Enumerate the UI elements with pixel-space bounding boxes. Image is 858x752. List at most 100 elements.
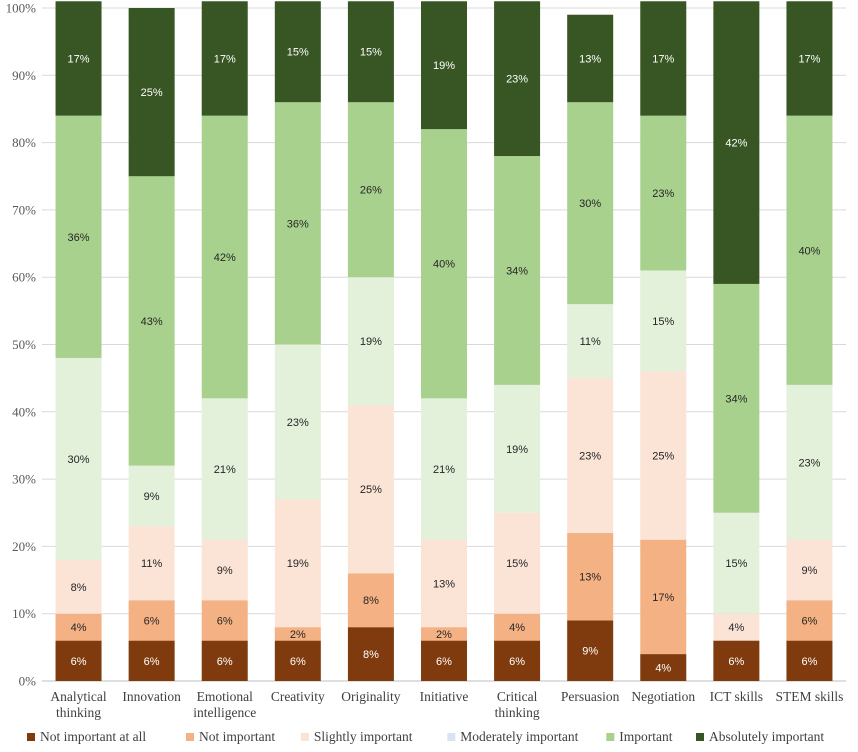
data-label: 42% [725, 138, 747, 150]
bar-segment [201, 398, 248, 540]
legend-swatch [186, 733, 194, 741]
data-label: 8% [363, 649, 379, 661]
bar-segment [274, 499, 321, 628]
data-label: 2% [436, 629, 452, 641]
data-label: 23% [287, 417, 309, 429]
data-label: 9% [582, 646, 598, 658]
data-label: 4% [728, 622, 744, 634]
bar-segment [567, 304, 614, 379]
y-tick-label: 50% [12, 337, 36, 352]
data-label: 15% [287, 47, 309, 59]
data-label: 6% [802, 656, 818, 668]
bar-segment [786, 115, 833, 385]
bar-segment [347, 573, 394, 628]
data-label: 19% [360, 336, 382, 348]
x-tick-label-line: Emotional [197, 689, 253, 704]
legend-entry-label: Slightly important [314, 729, 413, 744]
bar-segment [713, 613, 760, 641]
bar-segment [347, 102, 394, 278]
data-label: 11% [580, 336, 601, 348]
data-label: 9% [802, 565, 818, 577]
y-tick-label: 10% [12, 606, 36, 621]
data-label: 8% [363, 595, 379, 607]
data-label: 25% [360, 484, 382, 496]
legend-swatch [27, 733, 35, 741]
data-label: 6% [802, 615, 818, 627]
data-label: 13% [579, 53, 601, 65]
bar-segment [640, 371, 687, 540]
x-tick-label-line: Creativity [271, 689, 325, 704]
data-label: 6% [509, 656, 525, 668]
bar-segment [421, 627, 467, 641]
bar-segment [201, 640, 248, 681]
x-tick-label-line: Initiative [420, 689, 469, 704]
data-label: 21% [433, 464, 455, 476]
data-label: 23% [579, 451, 601, 463]
bar-segment [786, 384, 833, 540]
bar-segment [421, 539, 467, 628]
data-label: 15% [652, 316, 674, 328]
bar-segment [201, 1, 248, 116]
y-axis: 0% 10% 20% 30% 40% 50% 60% 70% 80% 90% 100% [6, 1, 37, 689]
legend-swatch [606, 733, 615, 741]
bar-segment [55, 1, 102, 116]
x-tick-label-line: Innovation [122, 689, 181, 704]
data-label: 25% [141, 87, 163, 99]
bar-segment [128, 176, 175, 466]
data-label: 15% [506, 558, 528, 570]
legend-swatch [696, 733, 704, 741]
x-tick-label-line: Critical [497, 689, 538, 704]
data-label: 6% [144, 615, 160, 627]
data-label: 19% [433, 60, 455, 72]
legend-entry-label: Absolutely important [709, 729, 824, 744]
y-tick-label: 100% [6, 1, 37, 16]
data-label: 17% [214, 53, 236, 65]
x-tick-label-line: Originality [341, 689, 400, 704]
bar-segment [347, 405, 394, 574]
bar-segment [128, 526, 175, 601]
x-tick-label-line: Analytical [50, 689, 106, 704]
bar-segment [494, 640, 541, 681]
data-label: 6% [217, 615, 233, 627]
bar-segment [786, 640, 833, 681]
bar-segment [347, 627, 394, 681]
bar-segment [128, 465, 175, 527]
bar-segment [55, 613, 102, 641]
y-tick-label: 90% [12, 68, 36, 83]
bar-segment [567, 378, 614, 533]
bar-segment [640, 654, 687, 681]
data-label: 9% [217, 565, 233, 577]
legend: Not important at all Not important Slightl… [27, 729, 824, 744]
data-label: 40% [798, 245, 820, 257]
data-label: 11% [141, 558, 162, 570]
data-label: 23% [652, 188, 674, 200]
data-label: 23% [506, 74, 528, 86]
data-label: 2% [290, 629, 306, 641]
bar-segment [640, 270, 687, 372]
bar-segment [713, 512, 760, 614]
data-label: 6% [217, 656, 233, 668]
bar-segment [128, 600, 175, 641]
bar-segment [347, 1, 394, 103]
x-tick-label: Analytical thinking [50, 689, 106, 720]
data-label: 19% [287, 558, 309, 570]
legend-swatch [300, 733, 309, 741]
bar-segment [274, 344, 321, 500]
data-label: 42% [214, 252, 236, 264]
data-label: 36% [287, 218, 309, 230]
bars: 6% 4% 8% 30% 36% 17% 6% 6% 11% 9% 43% 25% 6% 6% 9% 21% 4… [55, 1, 833, 681]
data-label: 26% [360, 185, 382, 197]
data-label: 4% [509, 622, 525, 634]
data-label: 6% [144, 656, 160, 668]
bar-segment [128, 8, 175, 177]
bar-segment [128, 640, 175, 681]
x-tick-label-line: STEM skills [776, 689, 844, 704]
data-label: 21% [214, 464, 236, 476]
x-tick-label: ICT skills [710, 689, 763, 704]
x-tick-label: Initiative [420, 689, 469, 704]
bar-segment [274, 102, 321, 345]
x-tick-label-line: Negotiation [631, 689, 695, 704]
bar-segment [713, 283, 760, 513]
